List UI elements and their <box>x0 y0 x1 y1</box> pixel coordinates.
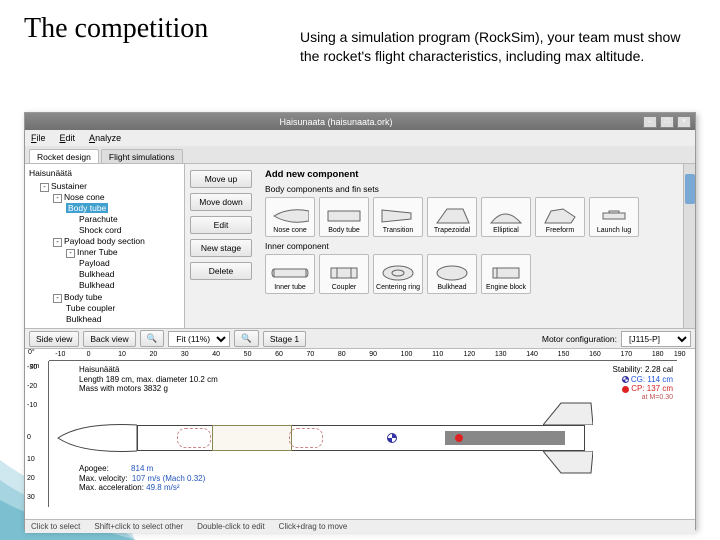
maximize-button[interactable]: □ <box>660 116 674 128</box>
component-freeform[interactable]: Freeform <box>535 197 585 237</box>
stage-button[interactable]: Stage 1 <box>263 331 306 347</box>
window-title: Haisunaata (haisunaata.ork) <box>29 117 643 127</box>
component-launch-lug[interactable]: Launch lug <box>589 197 639 237</box>
zoom-out-button[interactable]: 🔍 <box>140 330 165 347</box>
body-components-label: Body components and fin sets <box>265 184 687 194</box>
menu-file[interactable]: File <box>31 133 46 143</box>
tree-item[interactable]: Tube coupler <box>29 303 180 314</box>
cg-marker-icon <box>387 433 397 443</box>
angle-label: 0° <box>28 349 35 356</box>
rocket-info: Haisunäätä Length 189 cm, max. diameter … <box>79 365 218 394</box>
menubar: File Edit Analyze <box>25 130 695 146</box>
tree-item[interactable]: -Sustainer <box>29 181 180 192</box>
tree-item[interactable]: Parachute <box>29 214 180 225</box>
rocket-drawing <box>57 421 637 455</box>
statusbar: Click to select Shift+click to select ot… <box>25 519 695 533</box>
motor-config-label: Motor configuration: <box>542 334 617 344</box>
tree-item[interactable]: Bulkhead <box>29 269 180 280</box>
menu-edit[interactable]: Edit <box>60 133 76 143</box>
rocket-view[interactable]: 0° -100102030405060708090100110120130140… <box>25 349 695 519</box>
motor-config-select[interactable]: [J115-P] <box>621 331 691 347</box>
design-area: Haisunäätä -Sustainer-Nose coneBody tube… <box>25 164 695 329</box>
component-centering-ring[interactable]: Centering ring <box>373 254 423 294</box>
nose-cone-shape <box>57 421 137 455</box>
tab-bar: Rocket design Flight simulations <box>25 146 695 164</box>
component-body-tube[interactable]: Body tube <box>319 197 369 237</box>
tab-flight-simulations[interactable]: Flight simulations <box>101 149 183 163</box>
tree-item[interactable]: Shock cord <box>29 225 180 236</box>
component-nose-cone[interactable]: Nose cone <box>265 197 315 237</box>
move-up-button[interactable]: Move up <box>190 170 252 188</box>
back-view-button[interactable]: Back view <box>83 331 135 347</box>
view-toolbar: Side view Back view 🔍 Fit (11%) 🔍 Stage … <box>25 329 695 349</box>
slide-title: The competition <box>24 14 208 45</box>
move-down-button[interactable]: Move down <box>190 193 252 211</box>
component-inner-tube[interactable]: Inner tube <box>265 254 315 294</box>
ruler-vertical: -30-20-100102030 <box>25 361 49 507</box>
payload-outline <box>289 428 323 448</box>
ruler-horizontal: -100102030405060708090100110120130140150… <box>49 349 677 361</box>
component-bulkhead[interactable]: Bulkhead <box>427 254 477 294</box>
add-component-title: Add new component <box>265 169 687 180</box>
component-transition[interactable]: Transition <box>373 197 423 237</box>
tree-item[interactable]: -Nose cone <box>29 192 180 203</box>
tree-item[interactable]: -Inner Tube <box>29 247 180 258</box>
component-coupler[interactable]: Coupler <box>319 254 369 294</box>
titlebar: Haisunaata (haisunaata.ork) – □ × <box>25 113 695 130</box>
parachute-outline <box>177 428 211 448</box>
tree-item[interactable]: Bulkhead <box>29 280 180 291</box>
component-elliptical[interactable]: Elliptical <box>481 197 531 237</box>
performance-info: Apogee: 814 m Max. velocity: 107 m/s (Ma… <box>79 464 205 493</box>
component-scrollbar[interactable] <box>683 164 695 328</box>
component-tree: Haisunäätä -Sustainer-Nose coneBody tube… <box>25 164 185 328</box>
tree-item[interactable]: Payload <box>29 258 180 269</box>
component-trapezoidal[interactable]: Trapezoidal <box>427 197 477 237</box>
app-window: Haisunaata (haisunaata.ork) – □ × File E… <box>24 112 696 530</box>
tree-item[interactable]: -Payload body section <box>29 236 180 247</box>
edit-button[interactable]: Edit <box>190 216 252 234</box>
tree-item[interactable]: Bulkhead <box>29 314 180 325</box>
stability-info: Stability: 2.28 cal CG: 114 cm CP: 137 c… <box>613 365 673 402</box>
rocket-plot: Haisunäätä Length 189 cm, max. diameter … <box>49 361 677 507</box>
payload-section-shape <box>212 425 292 451</box>
tree-root[interactable]: Haisunäätä <box>29 168 180 179</box>
tree-item[interactable]: Body tube <box>29 203 180 214</box>
tab-rocket-design[interactable]: Rocket design <box>29 149 99 163</box>
component-engine-block[interactable]: Engine block <box>481 254 531 294</box>
zoom-select[interactable]: Fit (11%) <box>168 331 230 347</box>
add-component-panel: Add new component Body components and fi… <box>257 164 695 328</box>
inner-components-label: Inner component <box>265 241 687 251</box>
fin-top <box>543 401 593 425</box>
fin-bottom <box>543 451 593 475</box>
tree-action-buttons: Move up Move down Edit New stage Delete <box>185 164 257 328</box>
side-view-button[interactable]: Side view <box>29 331 79 347</box>
slide-description: Using a simulation program (RockSim), yo… <box>300 28 700 66</box>
motor-tube-shape <box>445 431 565 445</box>
new-stage-button[interactable]: New stage <box>190 239 252 257</box>
zoom-in-button[interactable]: 🔍 <box>234 330 259 347</box>
tree-item[interactable]: -Body tube <box>29 292 180 303</box>
minimize-button[interactable]: – <box>643 116 657 128</box>
cp-marker-icon <box>455 434 463 442</box>
menu-analyze[interactable]: Analyze <box>89 133 121 143</box>
delete-button[interactable]: Delete <box>190 262 252 280</box>
close-button[interactable]: × <box>677 116 691 128</box>
